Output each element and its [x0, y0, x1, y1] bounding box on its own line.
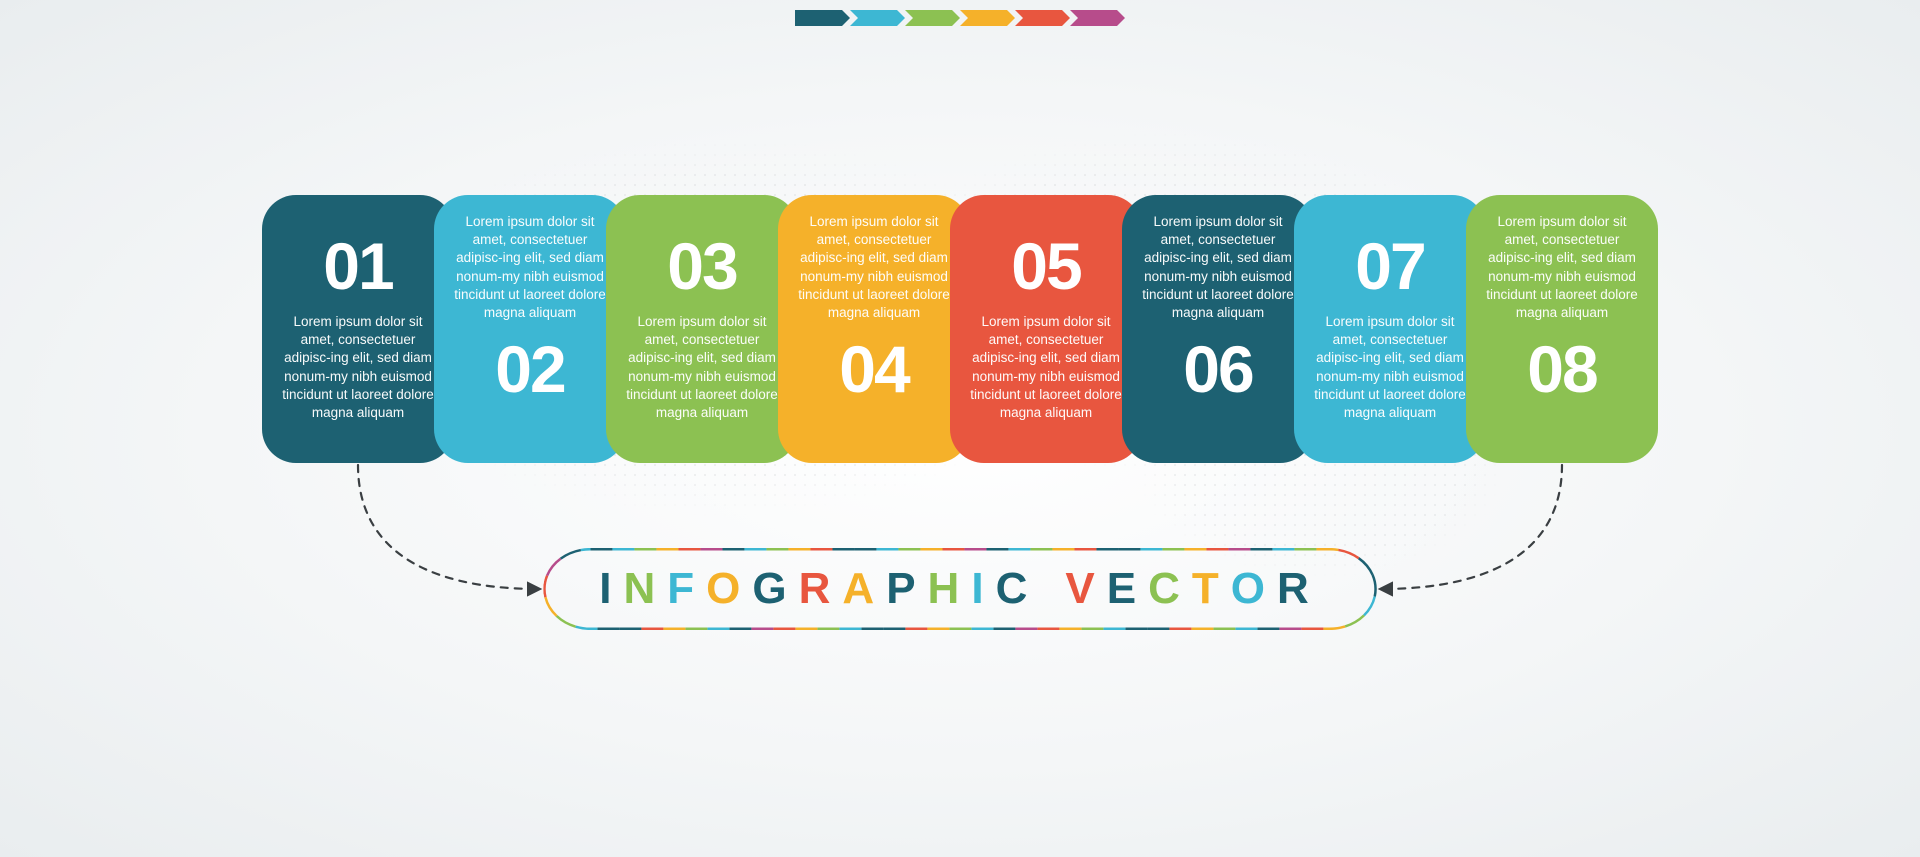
step-body: Lorem ipsum dolor sit amet, consectetuer…	[968, 313, 1124, 422]
infographic-card-row: 01 Lorem ipsum dolor sit amet, consectetu…	[262, 195, 1658, 463]
step-body: Lorem ipsum dolor sit amet, consectetuer…	[1140, 213, 1296, 322]
title-letter: A	[842, 564, 886, 614]
step-card-06: 06 Lorem ipsum dolor sit amet, consectetu…	[1122, 195, 1314, 463]
step-card-01: 01 Lorem ipsum dolor sit amet, consectetu…	[262, 195, 454, 463]
connector-right	[1381, 465, 1562, 589]
step-number: 03	[667, 233, 736, 299]
step-body: Lorem ipsum dolor sit amet, consectetuer…	[1312, 313, 1468, 422]
title-letter: F	[667, 564, 706, 614]
title-letter	[1039, 564, 1065, 614]
step-body: Lorem ipsum dolor sit amet, consectetuer…	[280, 313, 436, 422]
step-card-02: 02 Lorem ipsum dolor sit amet, consectetu…	[434, 195, 626, 463]
step-number: 05	[1011, 233, 1080, 299]
title-text: INFOGRAPHIC VECTOR	[599, 564, 1321, 614]
step-number: 08	[1527, 336, 1596, 402]
title-letter: I	[599, 564, 623, 614]
title-letter: P	[886, 564, 927, 614]
step-card-08: 08 Lorem ipsum dolor sit amet, consectetu…	[1466, 195, 1658, 463]
arrow-segment	[795, 10, 850, 26]
arrow-segment	[1015, 10, 1070, 26]
title-letter: O	[1231, 564, 1277, 614]
step-body: Lorem ipsum dolor sit amet, consectetuer…	[452, 213, 608, 322]
arrow-segment	[960, 10, 1015, 26]
title-letter: T	[1192, 564, 1231, 614]
title-letter: N	[623, 564, 667, 614]
title-letter: E	[1107, 564, 1148, 614]
step-number: 01	[323, 233, 392, 299]
step-body: Lorem ipsum dolor sit amet, consectetuer…	[1484, 213, 1640, 322]
step-body: Lorem ipsum dolor sit amet, consectetuer…	[796, 213, 952, 322]
arrow-progress-bar	[795, 10, 1125, 26]
title-letter: H	[928, 564, 972, 614]
arrow-segment	[905, 10, 960, 26]
title-letter: C	[1148, 564, 1192, 614]
step-card-04: 04 Lorem ipsum dolor sit amet, consectetu…	[778, 195, 970, 463]
step-number: 02	[495, 336, 564, 402]
step-number: 06	[1183, 336, 1252, 402]
arrow-segment	[850, 10, 905, 26]
arrow-segment	[1070, 10, 1125, 26]
title-pill: INFOGRAPHIC VECTOR	[543, 548, 1377, 630]
step-body: Lorem ipsum dolor sit amet, consectetuer…	[624, 313, 780, 422]
title-letter: R	[799, 564, 843, 614]
title-letter: R	[1277, 564, 1321, 614]
step-card-03: 03 Lorem ipsum dolor sit amet, consectetu…	[606, 195, 798, 463]
step-card-07: 07 Lorem ipsum dolor sit amet, consectetu…	[1294, 195, 1486, 463]
step-number: 07	[1355, 233, 1424, 299]
title-letter: G	[752, 564, 798, 614]
title-letter: O	[706, 564, 752, 614]
connector-left	[358, 465, 539, 589]
step-number: 04	[839, 336, 908, 402]
title-letter: I	[971, 564, 995, 614]
step-card-05: 05 Lorem ipsum dolor sit amet, consectetu…	[950, 195, 1142, 463]
title-letter: C	[996, 564, 1040, 614]
title-letter: V	[1065, 564, 1106, 614]
